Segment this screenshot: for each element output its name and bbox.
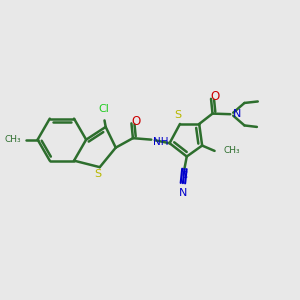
Text: CH₃: CH₃ <box>5 135 21 144</box>
Text: O: O <box>211 90 220 103</box>
Text: Cl: Cl <box>98 103 109 114</box>
Text: N: N <box>179 188 187 199</box>
Text: NH: NH <box>153 137 168 147</box>
Text: S: S <box>174 110 181 120</box>
Text: N: N <box>233 109 242 118</box>
Text: O: O <box>131 115 140 128</box>
Text: S: S <box>95 169 102 178</box>
Text: C: C <box>182 171 187 180</box>
Text: CH₃: CH₃ <box>224 146 240 155</box>
